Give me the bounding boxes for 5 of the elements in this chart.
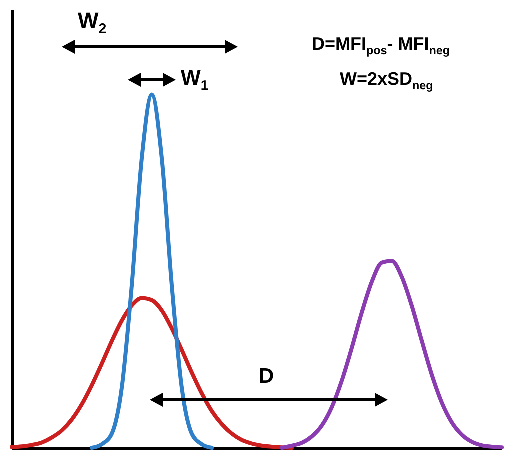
text: W$_{2}$ (78, 8, 107, 38)
text: W=2xSD$_{neg}$ (340, 69, 434, 93)
annotation: D (259, 365, 274, 388)
text: W$_{1}$ (181, 67, 208, 94)
text: D=MFI$_{pos}$- MFI$_{neg}$ (312, 34, 450, 58)
